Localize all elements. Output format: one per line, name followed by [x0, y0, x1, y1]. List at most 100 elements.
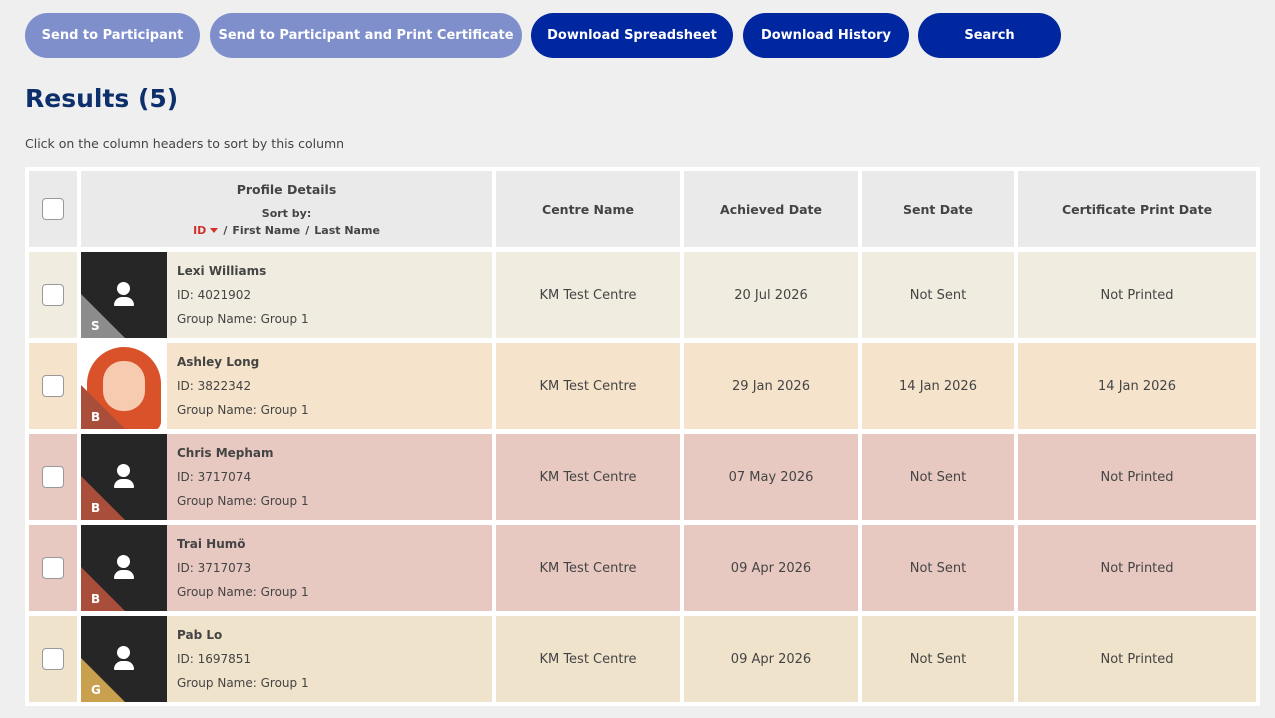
- profile-cell: B Ashley Long ID: 3822342 Group Name: Group…: [81, 343, 492, 429]
- row-checkbox[interactable]: [42, 557, 64, 579]
- participant-name: Trai Humö: [177, 537, 246, 551]
- action-button: Send to Participant: [25, 13, 200, 58]
- header-row: Profile Details Sort by: ID / First Name / Las…: [29, 171, 1256, 247]
- sort-options: ID / First Name / Last Name: [193, 224, 380, 237]
- row-checkbox[interactable]: [42, 375, 64, 397]
- profile-cell: S Lexi Williams ID: 4021902 Group Name: Gro…: [81, 252, 492, 338]
- header-cell: [29, 171, 77, 247]
- avatar: B: [81, 343, 167, 429]
- column-header[interactable]: Achieved Date: [684, 171, 858, 247]
- badge-letter: B: [91, 410, 101, 424]
- row-cell: Not Sent: [862, 252, 1014, 338]
- row-cell: Not Sent: [862, 434, 1014, 520]
- row-cell: 14 Jan 2026: [1018, 343, 1256, 429]
- badge-letter: B: [91, 592, 101, 606]
- row-checkbox[interactable]: [42, 648, 64, 670]
- row-cell: Not Printed: [1018, 434, 1256, 520]
- profile-info: Trai Humö ID: 3717073 Group Name: Group 1: [167, 525, 319, 611]
- sort-separator: /: [305, 223, 310, 237]
- select-cell: [29, 434, 77, 520]
- sort-option[interactable]: Last Name: [314, 223, 380, 237]
- row-cell: Not Sent: [862, 525, 1014, 611]
- select-cell: [29, 343, 77, 429]
- sort-option[interactable]: ID: [193, 223, 207, 237]
- group-name: Group Name: Group 1: [177, 676, 309, 690]
- action-button[interactable]: Download History: [743, 13, 909, 58]
- badge-letter: S: [91, 319, 100, 333]
- badge-letter: B: [91, 501, 101, 515]
- action-button[interactable]: Download Spreadsheet: [531, 13, 733, 58]
- avatar: G: [81, 616, 167, 702]
- row-cell: KM Test Centre: [496, 525, 680, 611]
- result-row: B Ashley Long ID: 3822342 Group Name: Group…: [29, 343, 1256, 429]
- profile-info: Chris Mepham ID: 3717074 Group Name: Group…: [167, 434, 319, 520]
- profile-info: Pab Lo ID: 1697851 Group Name: Group 1: [167, 616, 319, 702]
- row-cell: Not Printed: [1018, 616, 1256, 702]
- profile-header: Profile Details Sort by: ID / First Name / Las…: [81, 171, 492, 247]
- badge-triangle: [81, 294, 125, 338]
- group-name: Group Name: Group 1: [177, 403, 309, 417]
- participant-id: ID: 4021902: [177, 288, 252, 302]
- profile-cell: G Pab Lo ID: 1697851 Group Name: Group 1: [81, 616, 492, 702]
- row-cell: Not Sent: [862, 616, 1014, 702]
- avatar-head: [117, 646, 130, 659]
- row-cell: 09 Apr 2026: [684, 525, 858, 611]
- column-header[interactable]: Certificate Print Date: [1018, 171, 1256, 247]
- column-header[interactable]: Centre Name: [496, 171, 680, 247]
- select-cell: [29, 252, 77, 338]
- badge-triangle: [81, 567, 125, 611]
- row-cell: Not Printed: [1018, 525, 1256, 611]
- badge-letter: G: [91, 683, 101, 697]
- select-all-checkbox[interactable]: [42, 198, 64, 220]
- participant-id: ID: 3822342: [177, 379, 252, 393]
- row-cell: 29 Jan 2026: [684, 343, 858, 429]
- group-name: Group Name: Group 1: [177, 312, 309, 326]
- participant-id: ID: 1697851: [177, 652, 252, 666]
- profile-cell: B Trai Humö ID: 3717073 Group Name: Group 1: [81, 525, 492, 611]
- avatar: B: [81, 525, 167, 611]
- avatar: S: [81, 252, 167, 338]
- avatar-head: [117, 282, 130, 295]
- row-cell: KM Test Centre: [496, 252, 680, 338]
- participant-id: ID: 3717073: [177, 561, 252, 575]
- profile-cell: B Chris Mepham ID: 3717074 Group Name: Grou…: [81, 434, 492, 520]
- sort-by-label: Sort by:: [261, 206, 312, 220]
- group-name: Group Name: Group 1: [177, 494, 309, 508]
- sort-option[interactable]: First Name: [232, 223, 301, 237]
- badge-triangle: [81, 658, 125, 702]
- result-row: B Chris Mepham ID: 3717074 Group Name: Grou…: [29, 434, 1256, 520]
- row-cell: KM Test Centre: [496, 616, 680, 702]
- results-table: Profile Details Sort by: ID / First Name / Las…: [25, 167, 1260, 706]
- select-cell: [29, 616, 77, 702]
- participant-name: Chris Mepham: [177, 446, 274, 460]
- result-row: G Pab Lo ID: 1697851 Group Name: Group 1 KM …: [29, 616, 1256, 702]
- result-row: S Lexi Williams ID: 4021902 Group Name: Gro…: [29, 252, 1256, 338]
- row-cell: 09 Apr 2026: [684, 616, 858, 702]
- row-cell: 07 May 2026: [684, 434, 858, 520]
- action-button: Send to Participant and Print Certificat…: [210, 13, 522, 58]
- action-button[interactable]: Search: [918, 13, 1061, 58]
- badge-triangle: [81, 385, 125, 429]
- participant-name: Ashley Long: [177, 355, 260, 369]
- row-cell: KM Test Centre: [496, 434, 680, 520]
- profile-info: Lexi Williams ID: 4021902 Group Name: Grou…: [167, 252, 319, 338]
- avatar-head: [117, 464, 130, 477]
- row-cell: KM Test Centre: [496, 343, 680, 429]
- avatar-head: [117, 555, 130, 568]
- sort-hint: Click on the column headers to sort by t…: [25, 136, 345, 151]
- column-header[interactable]: Sent Date: [862, 171, 1014, 247]
- group-name: Group Name: Group 1: [177, 585, 309, 599]
- participant-id: ID: 3717074: [177, 470, 252, 484]
- row-checkbox[interactable]: [42, 466, 64, 488]
- profile-header-title[interactable]: Profile Details: [236, 181, 337, 197]
- sort-arrow: [210, 228, 219, 233]
- participant-name: Pab Lo: [177, 628, 223, 642]
- sort-separator: /: [223, 223, 228, 237]
- participant-name: Lexi Williams: [177, 264, 267, 278]
- select-cell: [29, 525, 77, 611]
- badge-triangle: [81, 476, 125, 520]
- row-cell: 20 Jul 2026: [684, 252, 858, 338]
- row-checkbox[interactable]: [42, 284, 64, 306]
- result-row: B Trai Humö ID: 3717073 Group Name: Group 1…: [29, 525, 1256, 611]
